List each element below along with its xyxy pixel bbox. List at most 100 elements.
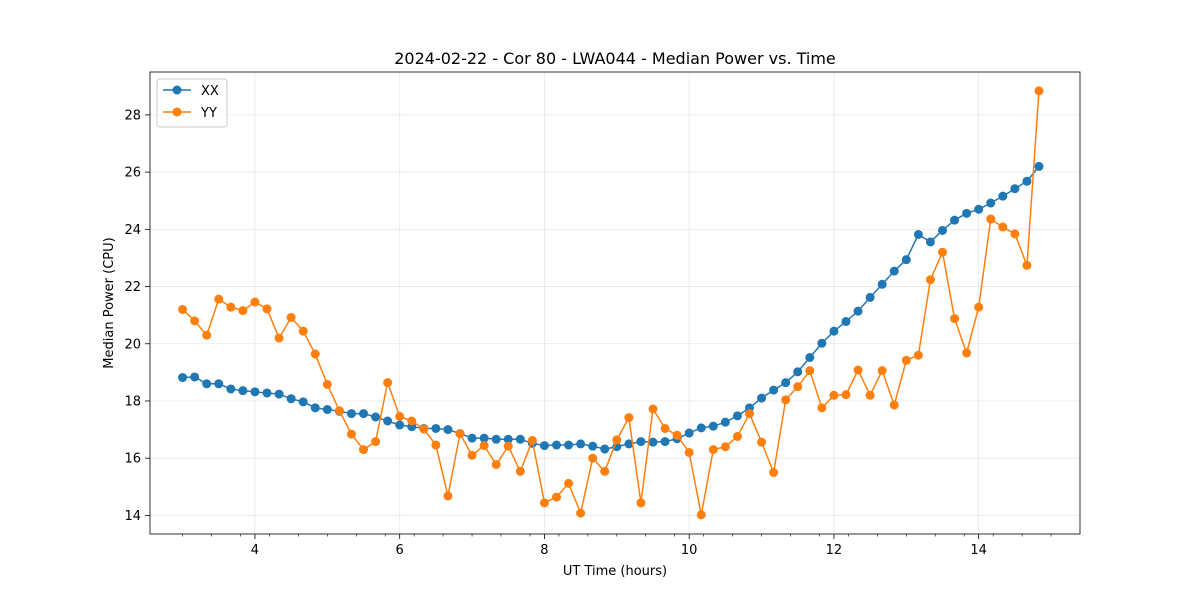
data-point-yy <box>564 478 574 488</box>
data-point-yy <box>877 366 887 376</box>
series-xx <box>178 161 1044 454</box>
data-point-yy <box>298 326 308 336</box>
y-axis-label: Median Power (CPU) <box>102 237 117 368</box>
data-point-xx <box>515 434 525 444</box>
data-point-xx <box>250 387 260 397</box>
data-point-yy <box>708 445 718 455</box>
data-point-yy <box>925 275 935 285</box>
chart-title: 2024-02-22 - Cor 80 - LWA044 - Median Po… <box>394 49 836 68</box>
data-point-xx <box>202 379 212 389</box>
y-tick-label: 14 <box>124 509 141 524</box>
y-tick-label: 26 <box>124 166 141 181</box>
data-point-xx <box>588 441 598 451</box>
data-point-xx <box>600 444 610 454</box>
data-point-yy <box>467 450 477 460</box>
plot-frame <box>149 71 1081 535</box>
data-point-yy <box>684 447 694 457</box>
data-point-xx <box>359 409 368 419</box>
data-point-yy <box>322 379 332 389</box>
legend-label-yy: YY <box>200 106 217 121</box>
data-point-yy <box>648 404 658 414</box>
data-point-yy <box>527 435 537 445</box>
data-point-xx <box>431 423 441 433</box>
data-point-xx <box>757 393 767 403</box>
data-point-xx <box>564 440 574 450</box>
data-point-xx <box>781 378 791 388</box>
data-point-yy <box>624 413 634 423</box>
data-point-yy <box>371 437 381 447</box>
data-point-xx <box>467 433 477 443</box>
data-point-yy <box>805 366 815 376</box>
data-point-yy <box>901 355 911 365</box>
data-point-xx <box>178 373 188 383</box>
data-point-xx <box>1010 184 1020 194</box>
legend-marker-yy <box>172 107 182 117</box>
data-point-yy <box>636 498 646 508</box>
data-point-xx <box>986 198 996 208</box>
data-point-yy <box>395 411 405 421</box>
data-point-yy <box>829 390 839 400</box>
data-point-xx <box>660 437 670 447</box>
data-point-xx <box>708 421 718 431</box>
data-point-yy <box>238 306 248 316</box>
data-point-xx <box>998 191 1008 201</box>
data-point-yy <box>334 406 344 416</box>
data-point-yy <box>310 349 320 359</box>
data-point-yy <box>346 429 356 439</box>
data-point-xx <box>346 409 356 419</box>
y-tick-label: 22 <box>124 280 141 295</box>
data-point-xx <box>732 411 742 421</box>
data-point-xx <box>479 433 489 443</box>
data-point-yy <box>853 365 863 375</box>
data-point-yy <box>757 437 767 447</box>
y-tick-label: 28 <box>124 108 141 123</box>
data-point-yy <box>660 423 670 433</box>
data-point-xx <box>298 397 308 407</box>
data-point-xx <box>974 204 984 214</box>
data-point-yy <box>1010 229 1020 239</box>
data-point-yy <box>950 314 960 324</box>
data-point-yy <box>262 304 272 314</box>
data-point-xx <box>274 389 284 399</box>
legend-marker-xx <box>172 85 182 95</box>
series-yy <box>178 86 1044 520</box>
data-point-yy <box>515 466 525 476</box>
data-point-yy <box>359 445 368 455</box>
y-tick-label: 18 <box>124 394 141 409</box>
data-point-yy <box>841 390 851 400</box>
data-point-yy <box>214 294 224 304</box>
data-point-yy <box>383 378 393 388</box>
data-point-xx <box>576 439 586 449</box>
data-point-xx <box>962 208 972 218</box>
data-point-xx <box>817 338 827 348</box>
data-point-xx <box>383 416 393 426</box>
data-point-xx <box>395 420 405 430</box>
data-point-yy <box>443 491 453 501</box>
data-point-yy <box>479 441 489 451</box>
y-tick-label: 16 <box>124 452 141 467</box>
data-point-yy <box>576 508 586 518</box>
data-point-yy <box>1034 86 1044 96</box>
data-point-xx <box>696 423 706 433</box>
axis-ticks: 4 6 8 10 12 14 14 16 18 20 22 24 26 28 <box>124 108 1052 558</box>
data-point-xx <box>636 437 646 447</box>
data-point-xx <box>503 434 513 444</box>
data-point-yy <box>226 302 236 312</box>
data-point-yy <box>431 440 441 450</box>
data-point-xx <box>925 237 935 247</box>
data-point-xx <box>310 403 320 413</box>
x-tick-label: 10 <box>681 543 698 558</box>
x-tick-label: 6 <box>396 543 404 558</box>
data-point-yy <box>419 424 429 434</box>
x-tick-label: 14 <box>970 543 987 558</box>
series-layer <box>178 86 1044 520</box>
data-point-xx <box>841 316 851 326</box>
data-point-yy <box>817 403 827 413</box>
data-point-xx <box>769 385 779 395</box>
data-point-yy <box>793 382 803 392</box>
data-point-yy <box>998 222 1008 232</box>
data-point-yy <box>720 442 730 452</box>
data-point-xx <box>226 384 236 394</box>
data-point-xx <box>443 425 453 435</box>
data-point-yy <box>588 453 598 463</box>
